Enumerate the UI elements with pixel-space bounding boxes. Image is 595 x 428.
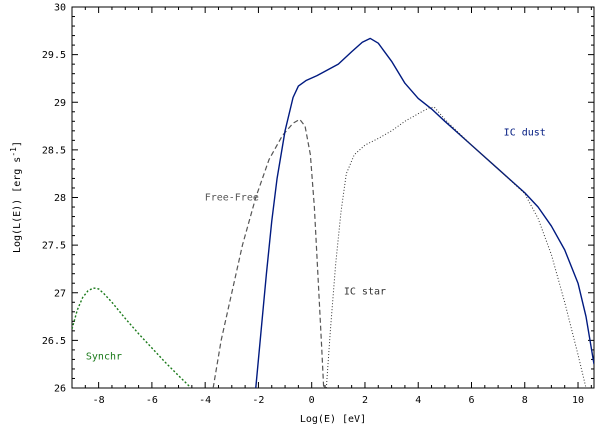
x-axis-label: Log(E) [eV] bbox=[300, 414, 366, 425]
y-axis-label-main: Log(L(E)) [erg s bbox=[12, 157, 23, 253]
x-tick-label: 8 bbox=[522, 395, 528, 406]
series-line-ic-dust bbox=[255, 37, 594, 388]
y-tick-label: 27.5 bbox=[42, 241, 66, 252]
x-tick-label: 6 bbox=[468, 395, 474, 406]
y-axis-label: Log(L(E)) [erg s-1] bbox=[9, 141, 23, 253]
axis-ticks: -8 -6 -4 -2 0 2 4 6 8 10 26 26.5 27 27.5 28 28.5 29 29.5 3… bbox=[42, 3, 594, 406]
y-tick-label: 26.5 bbox=[42, 336, 66, 347]
series-label-free-free: Free-Free bbox=[205, 192, 259, 203]
x-tick-label: -4 bbox=[199, 395, 211, 406]
series-labels: Synchr Free-Free IC dust IC star bbox=[86, 128, 546, 363]
plot-frame bbox=[71, 6, 595, 389]
x-tick-label: -6 bbox=[146, 395, 158, 406]
y-tick-label: 29 bbox=[54, 98, 66, 109]
series-label-ic-star: IC star bbox=[344, 287, 386, 298]
x-tick-label: 2 bbox=[362, 395, 368, 406]
y-tick-label: 28.5 bbox=[42, 145, 66, 156]
x-tick-label: 4 bbox=[415, 395, 421, 406]
series-layer bbox=[72, 37, 594, 388]
y-tick-label: 28 bbox=[54, 193, 66, 204]
x-tick-label: -8 bbox=[93, 395, 105, 406]
x-tick-label: -2 bbox=[252, 395, 264, 406]
y-tick-label: 26 bbox=[54, 384, 66, 395]
x-tick-label: 0 bbox=[309, 395, 315, 406]
series-line-ic-star bbox=[325, 106, 587, 388]
y-tick-label: 30 bbox=[54, 3, 66, 14]
series-label-ic-dust: IC dust bbox=[504, 128, 546, 139]
y-axis-label-close: ] bbox=[12, 141, 23, 147]
x-tick-label: 10 bbox=[572, 395, 584, 406]
y-axis-label-exponent: -1 bbox=[9, 147, 18, 157]
series-line-synchr bbox=[72, 287, 190, 387]
y-tick-label: 29.5 bbox=[42, 50, 66, 61]
series-line-free-free bbox=[212, 118, 325, 388]
y-tick-label: 27 bbox=[54, 288, 66, 299]
series-label-synchr: Synchr bbox=[86, 351, 122, 362]
